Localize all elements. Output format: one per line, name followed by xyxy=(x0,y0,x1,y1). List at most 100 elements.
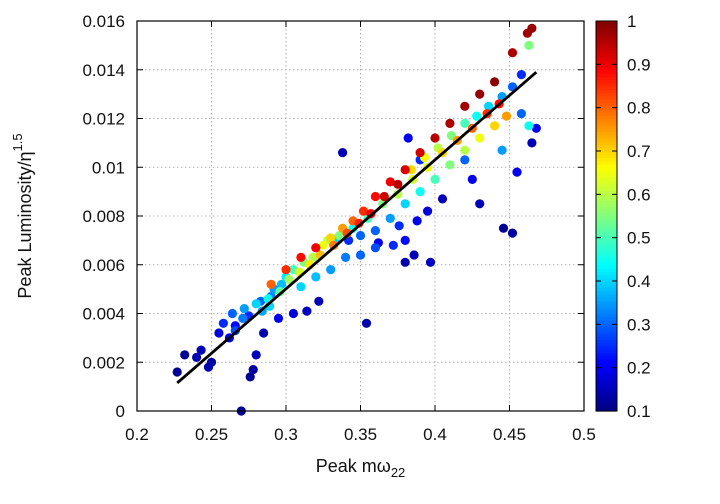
data-point xyxy=(430,133,440,143)
colorbar-segment xyxy=(596,300,617,305)
data-point xyxy=(460,155,470,165)
data-point xyxy=(445,160,455,170)
colorbar-segment xyxy=(596,95,617,100)
data-point xyxy=(527,23,537,33)
colorbar-segment xyxy=(596,326,617,331)
colorbar-segment xyxy=(596,394,617,399)
colorbar-segment xyxy=(596,134,617,139)
colorbar-tick-label: 1 xyxy=(627,12,636,31)
colorbar-segment xyxy=(596,307,617,311)
x-tick-label: 0.4 xyxy=(423,425,447,444)
data-point xyxy=(326,265,336,275)
data-point xyxy=(296,282,306,292)
colorbar-segment xyxy=(596,248,617,253)
fit-line-layer xyxy=(176,71,538,385)
colorbar-segment xyxy=(596,131,617,136)
colorbar-segment xyxy=(596,102,617,107)
colorbar-segment xyxy=(596,216,617,220)
colorbar-segment xyxy=(596,190,617,194)
y-axis-title: Peak Luminosity/η1.5 xyxy=(10,133,35,298)
colorbar-frame xyxy=(595,20,618,412)
data-point xyxy=(276,279,287,289)
data-point xyxy=(403,133,413,143)
data-point xyxy=(275,287,285,297)
y-tick-label: 0.016 xyxy=(82,12,125,31)
colorbar-segment xyxy=(596,27,617,32)
colorbar-segment xyxy=(596,245,617,250)
colorbar-segment xyxy=(596,365,617,370)
data-point xyxy=(516,70,527,80)
colorbar-segment xyxy=(596,229,617,233)
x-tick-label: 0.35 xyxy=(344,425,377,444)
x-axis: 0.2 0.25 0.3 0.35 0.4 0.45 0.5 xyxy=(125,21,596,444)
colorbar-segment xyxy=(596,209,617,214)
x-tick-label: 0.5 xyxy=(572,425,596,444)
colorbar-segment xyxy=(596,297,617,302)
data-point xyxy=(354,218,364,228)
colorbar-segment xyxy=(596,82,617,87)
colorbar-segment xyxy=(596,47,617,51)
colorbar-segment xyxy=(596,60,617,64)
colorbar-segment xyxy=(596,164,617,168)
data-point xyxy=(302,306,312,316)
colorbar-tick-label: 0.6 xyxy=(627,185,651,204)
colorbar-segment xyxy=(596,264,617,269)
colorbar-segment xyxy=(596,196,617,201)
data-point xyxy=(385,213,395,223)
colorbar-segment xyxy=(596,167,617,172)
data-point xyxy=(245,372,255,382)
data-point xyxy=(430,174,440,184)
x-tick-label: 0.25 xyxy=(195,425,228,444)
data-point xyxy=(490,77,500,87)
colorbar-segment xyxy=(596,92,617,97)
colorbar-segment xyxy=(596,333,617,337)
x-axis-title: Peak mω22 xyxy=(316,456,406,480)
colorbar-segment xyxy=(596,50,617,55)
data-point xyxy=(273,313,284,323)
colorbar-segment xyxy=(596,404,617,409)
colorbar-tick-label: 0.7 xyxy=(627,142,651,161)
data-point xyxy=(308,252,318,262)
data-point xyxy=(370,226,380,236)
colorbar-segment xyxy=(596,313,617,318)
colorbar-segment xyxy=(596,69,617,74)
data-point xyxy=(326,233,336,243)
colorbar-segment xyxy=(596,290,617,295)
colorbar-segment xyxy=(596,180,617,185)
colorbar-segment xyxy=(596,346,617,350)
colorbar-segment xyxy=(596,199,617,204)
data-point xyxy=(214,328,224,338)
colorbar-segment xyxy=(596,391,617,396)
colorbar-segment xyxy=(596,63,617,68)
data-point xyxy=(288,308,298,319)
data-point xyxy=(192,352,202,362)
y-tick-label: 0.01 xyxy=(92,158,125,177)
colorbar-tick-label: 0.8 xyxy=(627,99,651,118)
data-point xyxy=(484,101,494,111)
colorbar-segment xyxy=(596,86,617,90)
data-point xyxy=(497,145,507,155)
data-point xyxy=(415,187,425,197)
colorbar-segment xyxy=(596,352,617,357)
y-tick-label: 0.004 xyxy=(82,305,125,324)
colorbar-segment xyxy=(596,261,617,266)
data-point xyxy=(524,121,534,131)
colorbar-segment xyxy=(596,255,617,259)
data-point xyxy=(475,199,485,209)
colorbar-segment xyxy=(596,362,617,367)
colorbar-segment xyxy=(596,170,617,175)
colorbar-segment xyxy=(596,385,617,389)
fit-line xyxy=(176,71,538,385)
data-point xyxy=(415,148,425,158)
colorbar-segment xyxy=(596,40,617,45)
data-point xyxy=(472,111,482,121)
data-point xyxy=(338,148,348,158)
colorbar-segment xyxy=(596,37,617,42)
data-point xyxy=(527,138,537,148)
data-point xyxy=(355,230,366,241)
data-point xyxy=(412,216,422,226)
colorbar-segment xyxy=(596,141,617,146)
data-point xyxy=(388,240,398,250)
data-point xyxy=(507,228,518,238)
